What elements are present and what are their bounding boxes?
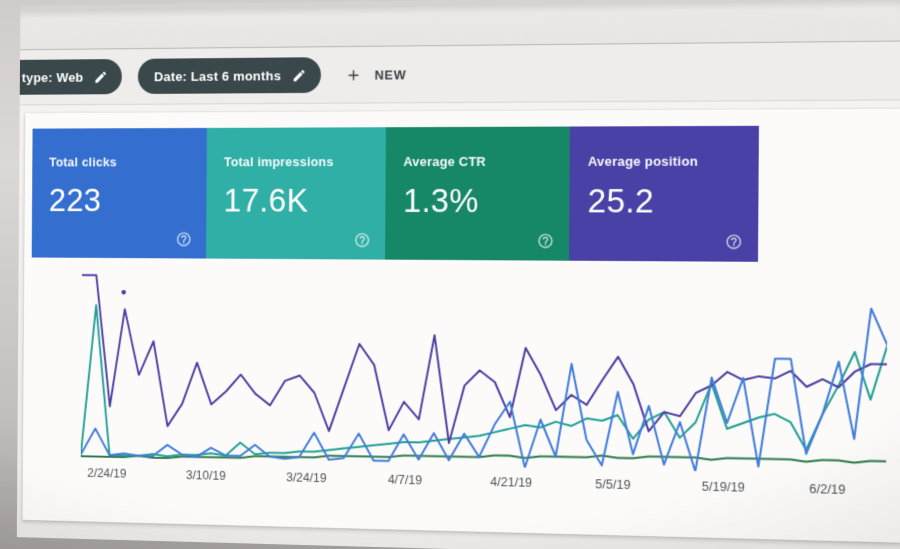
series-line-total-clicks [81, 301, 888, 475]
x-axis-label: 3/24/19 [286, 470, 327, 486]
help-circle-icon[interactable] [537, 232, 554, 249]
isolated-data-point [121, 289, 126, 295]
help-circle-icon[interactable] [176, 231, 192, 248]
help-circle-icon[interactable] [725, 233, 743, 250]
summary-cards-row: Total clicks 223 Total impressions 17.6K [24, 109, 900, 263]
series-line-total-impressions [81, 275, 888, 451]
metric-value: 223 [48, 181, 102, 218]
x-axis-label: 2/24/19 [87, 466, 127, 481]
metric-card-average-position[interactable]: Average position 25.2 [568, 125, 759, 262]
page-body: Total clicks 223 Total impressions 17.6K [16, 100, 900, 549]
pencil-icon[interactable] [292, 68, 307, 83]
performance-chart-svg [81, 271, 888, 475]
x-axis-label: 4/7/19 [387, 472, 423, 488]
metric-value: 25.2 [587, 182, 655, 220]
x-axis-label: 5/19/19 [701, 479, 745, 495]
x-axis-label: 3/10/19 [185, 468, 226, 483]
performance-panel: Total clicks 223 Total impressions 17.6K [22, 108, 900, 543]
filter-header-bar: type: Web Date: Last 6 months NEW La [19, 41, 900, 106]
metric-card-total-clicks[interactable]: Total clicks 223 [31, 127, 207, 259]
filter-chip-search-type[interactable]: type: Web [19, 58, 123, 95]
metric-card-average-ctr[interactable]: Average CTR 1.3% [385, 126, 570, 261]
metric-label: Total impressions [223, 154, 334, 170]
performance-chart[interactable] [81, 271, 888, 475]
filter-chip-label: type: Web [21, 69, 84, 85]
metric-value: 17.6K [223, 181, 309, 219]
search-console-screen: type: Web Date: Last 6 months NEW La [16, 0, 900, 549]
new-button-label: NEW [374, 66, 407, 83]
pencil-icon[interactable] [94, 69, 108, 84]
filter-chip-date-range[interactable]: Date: Last 6 months [137, 57, 321, 95]
help-circle-icon[interactable] [354, 232, 371, 249]
metric-label: Average CTR [403, 153, 486, 170]
metric-label: Total clicks [49, 154, 117, 170]
metric-card-total-impressions[interactable]: Total impressions 17.6K [206, 127, 386, 260]
metric-value: 1.3% [403, 181, 479, 220]
x-axis-label: 4/21/19 [490, 474, 533, 490]
x-axis-label: 6/2/19 [809, 481, 846, 498]
plus-icon [345, 66, 362, 83]
filter-chip-label: Date: Last 6 months [154, 67, 282, 84]
metric-label: Average position [587, 153, 699, 169]
new-filter-button[interactable]: NEW [345, 66, 407, 83]
x-axis-label: 5/5/19 [595, 477, 631, 493]
